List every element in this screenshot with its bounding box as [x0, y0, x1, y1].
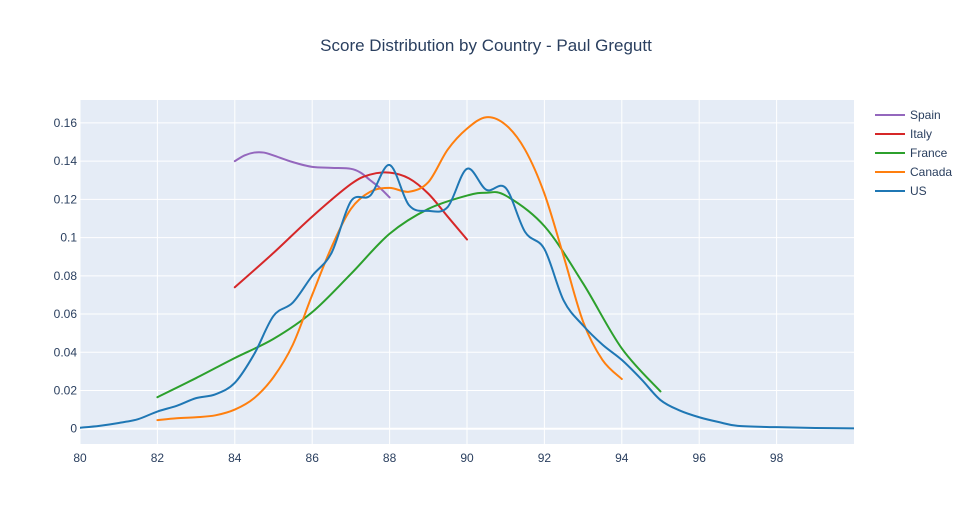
series-line-spain: [233, 151, 391, 199]
x-tick-label: 94: [615, 451, 629, 465]
y-tick-label: 0.14: [54, 154, 78, 168]
y-axis: 0 0.02 0.04 0.06 0.08 0.1 0.12 0.14 0.16: [54, 116, 78, 436]
legend-item-us[interactable]: US: [875, 184, 927, 198]
y-tick-label: 0.02: [54, 383, 78, 397]
x-tick-label: 92: [538, 451, 552, 465]
y-tick-label: 0.12: [54, 192, 78, 206]
plot-series: [80, 116, 854, 430]
x-tick-label: 88: [383, 451, 397, 465]
x-tick-label: 98: [770, 451, 784, 465]
legend-item-italy[interactable]: Italy: [875, 127, 932, 141]
legend-label: Canada: [910, 165, 952, 179]
y-tick-label: 0.08: [54, 269, 78, 283]
legend-label: France: [910, 146, 948, 160]
x-tick-label: 96: [693, 451, 707, 465]
x-tick-label: 80: [73, 451, 87, 465]
series-line-us: [80, 163, 854, 430]
y-tick-label: 0.06: [54, 307, 78, 321]
legend-label: Italy: [910, 127, 932, 141]
x-axis: 80 82 84 86 88 90 92 94 96 98: [73, 451, 783, 465]
legend: Spain Italy France Canada US: [875, 108, 952, 198]
x-tick-label: 90: [460, 451, 474, 465]
series-line-canada: [156, 116, 623, 422]
x-tick-label: 86: [306, 451, 320, 465]
y-tick-label: 0.1: [60, 231, 77, 245]
x-tick-label: 82: [151, 451, 165, 465]
legend-item-spain[interactable]: Spain: [875, 108, 941, 122]
grid: [79, 100, 854, 444]
series-line-france: [156, 191, 662, 399]
y-tick-label: 0.16: [54, 116, 78, 130]
y-tick-label: 0: [70, 422, 77, 436]
legend-item-canada[interactable]: Canada: [875, 165, 952, 179]
chart-title: Score Distribution by Country - Paul Gre…: [320, 36, 652, 55]
legend-item-france[interactable]: France: [875, 146, 948, 160]
x-tick-label: 84: [228, 451, 242, 465]
legend-label: Spain: [910, 108, 941, 122]
y-tick-label: 0.04: [54, 345, 78, 359]
legend-label: US: [910, 184, 927, 198]
